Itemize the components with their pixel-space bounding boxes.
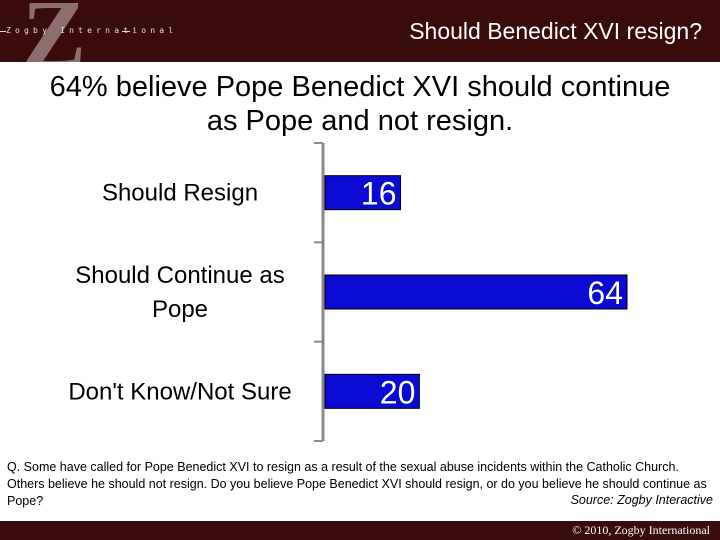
logo-rule-left <box>0 31 6 32</box>
bar <box>324 175 401 211</box>
category-label: Don't Know/Not Sure <box>68 378 291 405</box>
copyright: © 2010, Zogby International <box>572 523 710 537</box>
chart-axis <box>314 142 325 442</box>
headline: 64% believe Pope Benedict XVI should con… <box>0 70 720 138</box>
logo-rule-right <box>122 31 130 32</box>
chart-bars: 16 64 20 <box>324 175 628 410</box>
chart-category-labels: Should Resign Should Continue as Pope Don't… <box>68 180 291 406</box>
logo-text: Zogby International <box>6 26 178 35</box>
category-label: Pope <box>152 296 208 323</box>
bar-value-label: 20 <box>380 374 416 410</box>
question-text: Q. Some have called for Pope Benedict XV… <box>7 460 707 508</box>
source-note: Source: Zogby Interactive <box>570 493 713 507</box>
category-label: Should Resign <box>102 180 258 207</box>
header-band: Z Zogby International Should Benedict XV… <box>0 0 720 62</box>
bar <box>324 373 420 409</box>
category-label: Should Continue as <box>75 262 284 289</box>
bar <box>324 274 628 310</box>
bar-value-label: 64 <box>587 275 623 311</box>
bar-value-label: 16 <box>361 176 397 212</box>
header-title: Should Benedict XVI resign? <box>409 18 702 44</box>
footer-band: © 2010, Zogby International <box>0 521 720 540</box>
logo-letter: Z <box>22 0 87 62</box>
bar-chart: 16 64 20 Should Resign Should Continue as Po… <box>68 142 628 442</box>
headline-line-1: 64% believe Pope Benedict XVI should con… <box>49 71 671 103</box>
headline-line-2: as Pope and not resign. <box>206 105 514 137</box>
